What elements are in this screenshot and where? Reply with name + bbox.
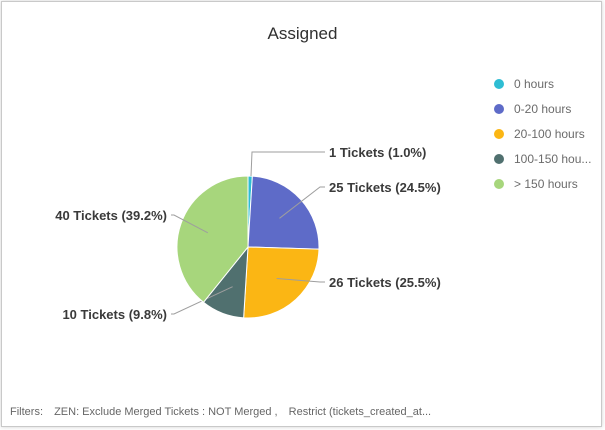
legend-label: > 150 hours xyxy=(514,176,578,191)
pie-slice[interactable] xyxy=(247,175,320,250)
filter-item-merged: ZEN: Exclude Merged Tickets : NOT Merged… xyxy=(54,406,278,418)
pie-chart: 1 Tickets (1.0%) 25 Tickets (24.5%) 26 Tic… xyxy=(55,145,441,322)
legend-swatch xyxy=(494,78,504,89)
legend-item[interactable]: 0 hours xyxy=(494,71,599,96)
legend-item[interactable]: 20-100 hours xyxy=(494,121,599,146)
chart-title: Assigned xyxy=(267,24,338,43)
data-label: 10 Tickets (9.8%) xyxy=(62,307,167,322)
legend-swatch xyxy=(494,178,504,189)
data-label: 1 Tickets (1.0%) xyxy=(329,145,426,160)
leader-line xyxy=(276,277,325,283)
legend-label: 0-20 hours xyxy=(514,101,572,116)
legend-item[interactable]: 100-150 hou... xyxy=(494,146,599,171)
legend-label: 100-150 hou... xyxy=(514,151,592,166)
pie-slice[interactable] xyxy=(176,175,249,304)
leader-line xyxy=(279,186,325,219)
filters-label: Filters: xyxy=(10,406,43,418)
legend-item[interactable]: > 150 hours xyxy=(494,171,599,196)
legend-label: 20-100 hours xyxy=(514,126,585,141)
legend-label: 0 hours xyxy=(514,76,555,91)
leader-line xyxy=(250,151,325,177)
filter-item-restrict: Restrict (tickets_created_at... xyxy=(288,406,432,418)
legend: 0 hours 0-20 hours 20-100 hours 100-150 hou… xyxy=(494,71,599,196)
leader-line xyxy=(171,214,209,234)
data-label: 40 Tickets (39.2%) xyxy=(55,208,167,223)
legend-swatch xyxy=(494,153,504,164)
legend-item[interactable]: 0-20 hours xyxy=(494,96,599,121)
pie-slice[interactable] xyxy=(243,246,320,319)
data-label: 26 Tickets (25.5%) xyxy=(329,275,441,290)
legend-swatch xyxy=(494,128,504,139)
legend-swatch xyxy=(494,103,504,114)
filters-bar: Filters: ZEN: Exclude Merged Tickets : N… xyxy=(10,406,590,418)
leader-line xyxy=(171,286,233,315)
data-label: 25 Tickets (24.5%) xyxy=(329,180,441,195)
